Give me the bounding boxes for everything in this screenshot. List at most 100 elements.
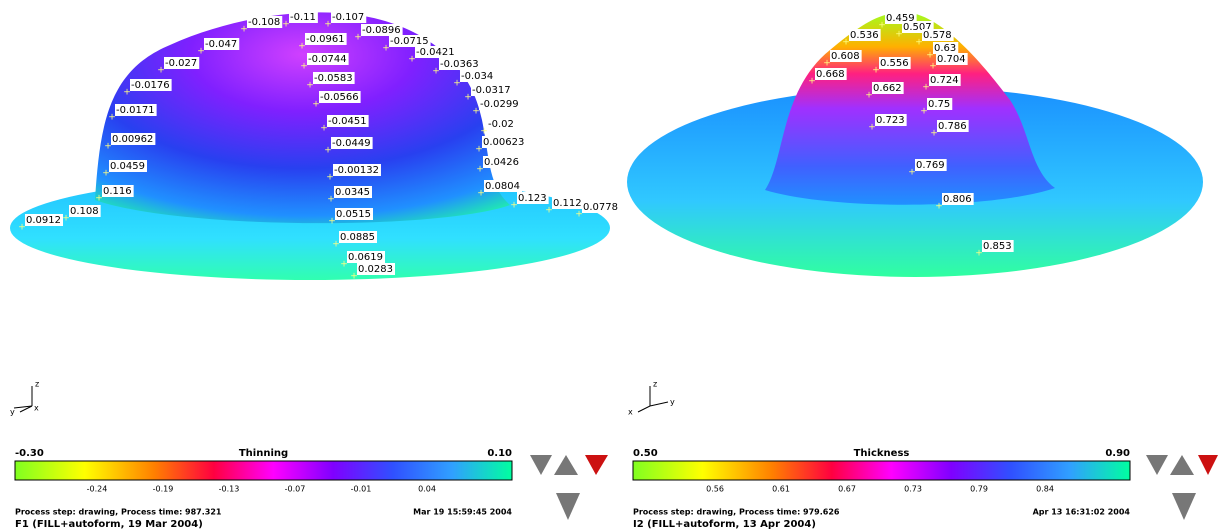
label-text: 0.556 <box>880 58 909 69</box>
probe-marker: + <box>312 100 320 110</box>
label-text: -0.034 <box>461 71 493 82</box>
label-text: 0.578 <box>923 30 952 41</box>
process-info: Process step: drawing, Process time: 979… <box>633 508 840 517</box>
probe-marker: + <box>332 240 340 250</box>
probe-marker: + <box>328 217 336 227</box>
probe-marker: + <box>157 66 165 76</box>
label-text: 0.00623 <box>483 137 524 148</box>
value-label: -0.02+ <box>480 118 516 137</box>
probe-marker: + <box>472 107 480 117</box>
run-name: F1 (FILL+autoform, 19 Mar 2004) <box>15 519 203 530</box>
probe-marker: + <box>545 206 553 216</box>
probe-marker: + <box>123 88 131 98</box>
logo-triangle <box>530 455 552 475</box>
legend-tick: 0.73 <box>904 485 922 494</box>
probe-marker: + <box>326 173 334 183</box>
logo-triangle <box>1172 493 1196 520</box>
label-text: -0.027 <box>165 58 197 69</box>
label-text: -0.0961 <box>306 34 345 45</box>
label-text: 0.0515 <box>336 209 371 220</box>
probe-marker: + <box>408 55 416 65</box>
label-text: 0.0426 <box>484 157 519 168</box>
label-text: 0.704 <box>937 54 966 65</box>
label-text: 0.0778 <box>583 202 618 213</box>
axis-label: x <box>628 408 633 417</box>
label-text: 0.723 <box>876 115 905 126</box>
axis-label: z <box>653 380 657 389</box>
probe-marker: + <box>929 62 937 72</box>
legend-tick: -0.07 <box>285 485 306 494</box>
probe-marker: + <box>808 77 816 87</box>
label-text: -0.0566 <box>320 92 359 103</box>
probe-marker: + <box>62 214 70 224</box>
probe-marker: + <box>300 62 308 72</box>
label-text: -0.11 <box>290 12 316 23</box>
probe-marker: + <box>930 129 938 139</box>
probe-marker: + <box>102 169 110 179</box>
label-text: -0.108 <box>248 17 280 28</box>
legend-title: Thinning <box>239 448 288 459</box>
legend-min: 0.50 <box>633 448 658 459</box>
legend-min: -0.30 <box>15 448 44 459</box>
probe-marker: + <box>915 38 923 48</box>
probe-marker: + <box>926 51 934 61</box>
label-text: 0.0804 <box>485 181 520 192</box>
probe-marker: + <box>340 260 348 270</box>
probe-marker: + <box>197 47 205 57</box>
probe-marker: + <box>868 123 876 133</box>
label-text: 0.668 <box>816 69 845 80</box>
probe-marker: + <box>104 142 112 152</box>
probe-marker: + <box>475 145 483 155</box>
probe-marker: + <box>354 33 362 43</box>
logo-triangle <box>1170 455 1194 475</box>
label-text: 0.123 <box>518 193 547 204</box>
probe-marker: + <box>324 20 332 30</box>
label-text: 0.112 <box>553 198 582 209</box>
probe-marker: + <box>95 194 103 204</box>
label-text: 0.63 <box>934 43 956 54</box>
logo-triangle <box>556 493 580 520</box>
label-text: -0.107 <box>332 12 364 23</box>
probe-marker: + <box>842 38 850 48</box>
label-text: -0.0449 <box>332 138 371 149</box>
label-text: 0.662 <box>873 83 902 94</box>
date: Mar 19 15:59:45 2004 <box>413 508 512 517</box>
legend-tick: 0.04 <box>418 485 436 494</box>
probe-marker: + <box>432 67 440 77</box>
probe-marker: + <box>298 42 306 52</box>
probe-marker: + <box>823 59 831 69</box>
label-text: -0.047 <box>205 39 237 50</box>
probe-marker: + <box>510 201 518 211</box>
axis-line <box>638 406 650 412</box>
logo-triangle <box>1146 455 1168 475</box>
probe-marker: + <box>382 44 390 54</box>
probe-marker: + <box>908 168 916 178</box>
probe-marker: + <box>480 127 488 137</box>
probe-marker: + <box>327 195 335 205</box>
legend-tick: 0.84 <box>1036 485 1054 494</box>
probe-marker: + <box>453 79 461 89</box>
probe-marker: + <box>282 20 290 30</box>
label-text: -0.0451 <box>328 116 367 127</box>
legend-tick: -0.01 <box>351 485 372 494</box>
label-text: 0.536 <box>850 30 879 41</box>
label-text: 0.0885 <box>340 232 375 243</box>
run-name: I2 (FILL+autoform, 13 Apr 2004) <box>633 519 816 530</box>
label-text: 0.0345 <box>335 187 370 198</box>
label-text: 0.116 <box>103 186 132 197</box>
label-text: -0.00132 <box>334 165 379 176</box>
label-text: -0.0421 <box>416 47 455 58</box>
label-text: -0.0171 <box>116 105 155 116</box>
probe-marker: + <box>18 223 26 233</box>
label-text: -0.0715 <box>390 36 429 47</box>
legend-tick: 0.79 <box>970 485 988 494</box>
label-text: 0.75 <box>928 99 950 110</box>
logo-triangle <box>1198 455 1218 475</box>
axis-label: y <box>670 398 675 407</box>
probe-marker: + <box>575 210 583 220</box>
probe-marker: + <box>320 124 328 134</box>
label-text: 0.724 <box>930 75 959 86</box>
probe-marker: + <box>935 202 943 212</box>
legend-tick: -0.24 <box>87 485 108 494</box>
logo-triangle <box>585 455 608 475</box>
